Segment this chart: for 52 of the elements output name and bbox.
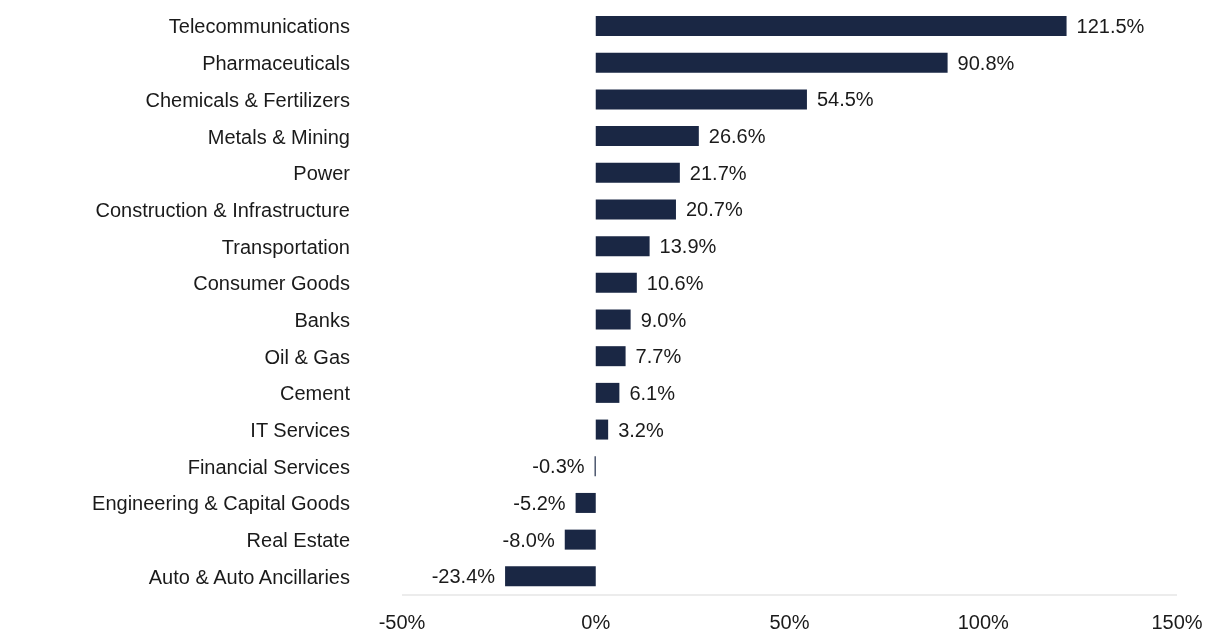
data-label: 54.5%: [816, 88, 874, 111]
bar: [595, 89, 807, 110]
y-tick-label: Financial Services: [187, 455, 350, 478]
data-label: 90.8%: [957, 51, 1015, 74]
bar: [595, 126, 699, 147]
y-tick-label: Construction & Infrastructure: [95, 198, 350, 221]
y-tick-label: Auto & Auto Ancillaries: [148, 565, 350, 588]
bar: [505, 566, 596, 587]
x-tick-label: 150%: [1151, 611, 1203, 634]
bar: [595, 199, 676, 220]
bar: [564, 529, 596, 550]
data-label: -23.4%: [431, 565, 496, 588]
x-tick-label: 0%: [581, 611, 611, 634]
data-label: 21.7%: [689, 161, 747, 184]
y-tick-label: Banks: [294, 308, 350, 331]
y-tick-label: Chemicals & Fertilizers: [145, 88, 350, 111]
data-label: -0.3%: [532, 455, 585, 478]
bar: [595, 16, 1067, 36]
data-label: 121.5%: [1076, 15, 1145, 37]
data-label: 20.7%: [685, 198, 743, 221]
y-tick-label: Cement: [279, 382, 351, 405]
data-label: 3.2%: [618, 418, 664, 441]
x-tick-label: 50%: [769, 611, 810, 634]
y-tick-label: Engineering & Capital Goods: [92, 492, 350, 515]
data-label: 9.0%: [640, 308, 687, 331]
data-label: 10.6%: [646, 271, 704, 294]
x-tick-label: 100%: [957, 611, 1010, 634]
data-label: 26.6%: [708, 125, 766, 148]
bar: [595, 272, 637, 293]
bar: [595, 52, 948, 73]
y-tick-label: Power: [293, 162, 351, 185]
bar: [595, 382, 620, 403]
y-tick-label: Pharmaceuticals: [202, 52, 350, 75]
data-label: 7.7%: [635, 345, 682, 368]
y-tick-label: Consumer Goods: [193, 272, 350, 295]
bar: [595, 309, 631, 330]
bar: [595, 346, 626, 367]
bar: [575, 492, 596, 513]
data-label: 13.9%: [659, 235, 717, 258]
bar: [595, 236, 650, 257]
y-tick-label: Telecommunications: [168, 15, 350, 38]
y-tick-label: Metals & Mining: [207, 125, 350, 148]
y-tick-label: Oil & Gas: [264, 345, 350, 368]
y-tick-label: Real Estate: [246, 529, 350, 552]
data-label: -8.0%: [502, 528, 555, 551]
x-tick-label: -50%: [378, 611, 426, 634]
y-tick-label: Transportation: [221, 235, 350, 258]
bar: [595, 162, 680, 183]
bar: [595, 419, 609, 440]
data-label: 6.1%: [629, 381, 676, 404]
data-label: -5.2%: [513, 491, 566, 514]
y-tick-label: IT Services: [250, 419, 350, 442]
